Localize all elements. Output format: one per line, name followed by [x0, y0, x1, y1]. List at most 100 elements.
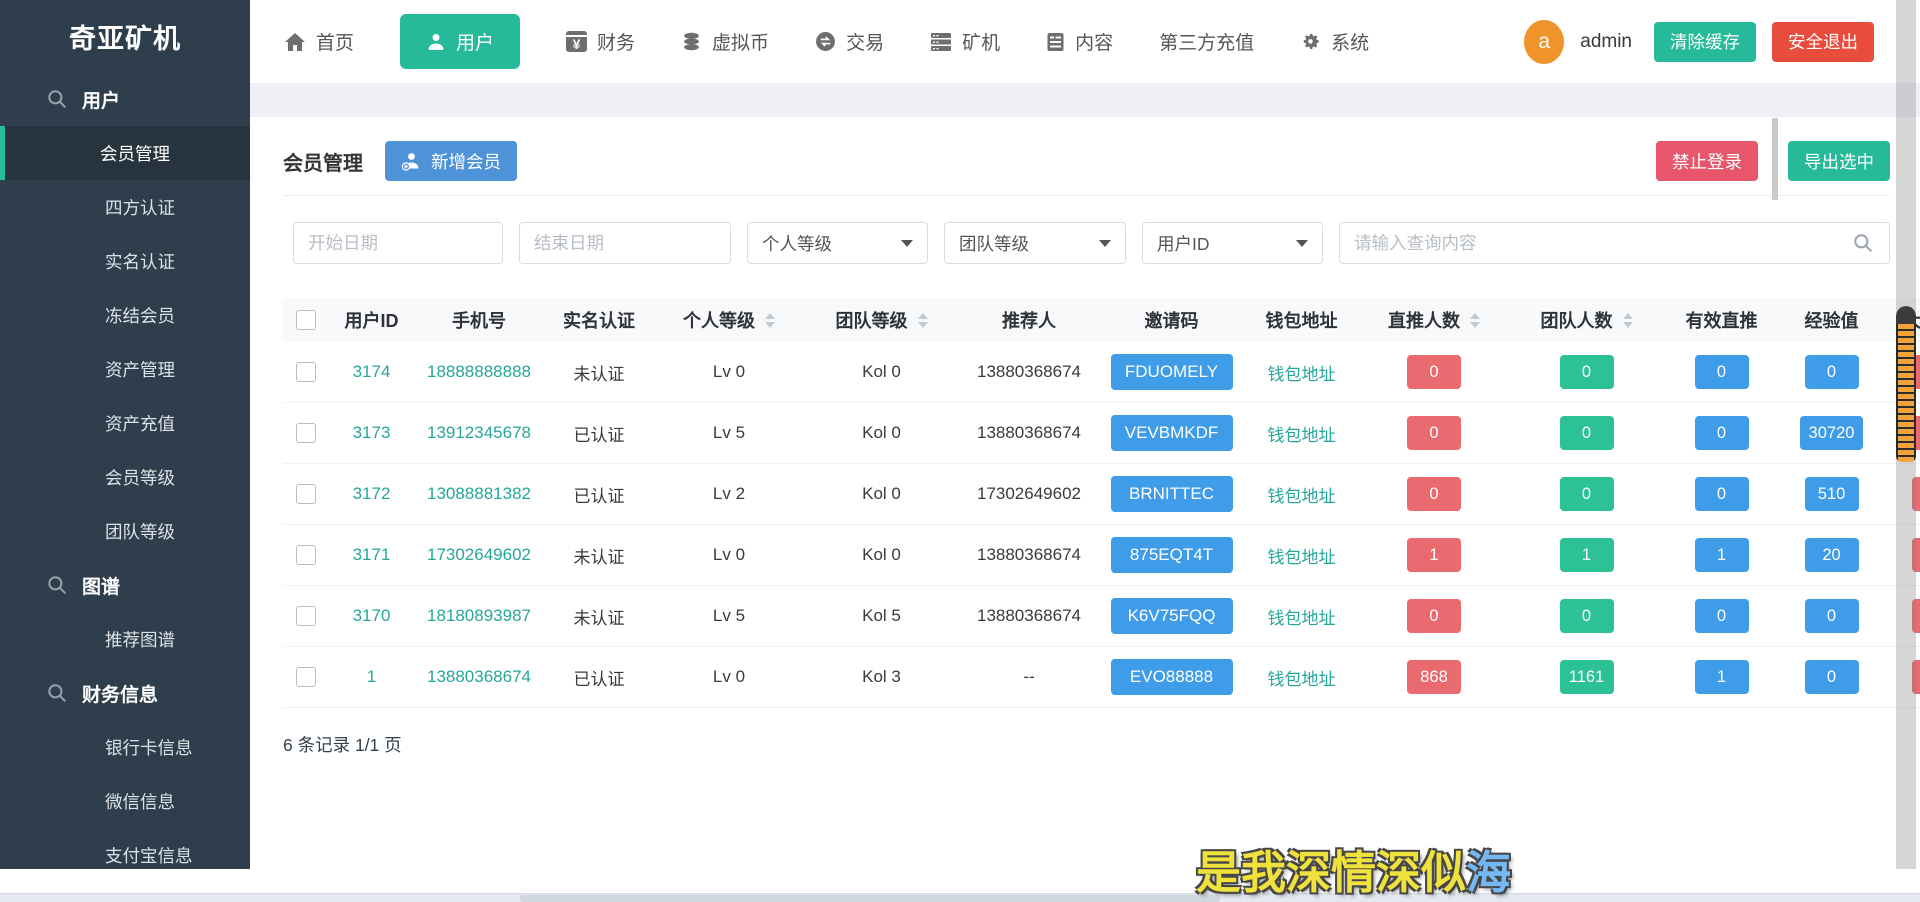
tab-users[interactable]: 用户	[400, 14, 521, 69]
row-checkbox[interactable]	[296, 484, 316, 504]
invite-code-badge[interactable]: 875EQT4T	[1110, 537, 1233, 573]
horizontal-scrollbar-thumb[interactable]	[520, 895, 1220, 902]
row-checkbox[interactable]	[296, 606, 316, 626]
vertical-scrollbar-thumb[interactable]	[1896, 306, 1916, 462]
clear-cache-button[interactable]: 清除缓存	[1654, 21, 1756, 62]
wallet-address-link[interactable]: 钱包地址	[1267, 364, 1336, 384]
document-icon	[1046, 32, 1065, 52]
table-row: 3174 18888888888 未认证 Lv 0 Kol 0 13880368…	[283, 342, 1920, 403]
tab-miners[interactable]: 矿机	[930, 28, 1000, 55]
tab-finance[interactable]: ¥ 财务	[566, 28, 635, 55]
col-direct-count[interactable]: 直推人数	[1359, 307, 1509, 333]
sidebar-item-member-level[interactable]: 会员等级	[105, 467, 175, 488]
sidebar-item-asset-management[interactable]: 资产管理	[105, 359, 175, 380]
user-id-link[interactable]: 3170	[352, 606, 391, 625]
logout-button[interactable]: 安全退出	[1772, 21, 1874, 62]
chevron-down-icon	[901, 239, 913, 247]
video-subtitle: 是我深情深似海	[1196, 847, 1512, 898]
sidebar-item-asset-recharge[interactable]: 资产充值	[105, 413, 175, 434]
invite-code-badge[interactable]: EVO88888	[1110, 659, 1233, 695]
user-id-link[interactable]: 3171	[352, 545, 391, 564]
sidebar-item-alipay-info[interactable]: 支付宝信息	[105, 845, 193, 866]
row-checkbox[interactable]	[296, 545, 316, 565]
sidebar-item-member-management[interactable]: 会员管理	[0, 126, 250, 180]
sidebar-section-finance-info[interactable]: 财务信息	[0, 666, 250, 720]
sort-icon[interactable]	[1470, 312, 1480, 328]
wallet-address-link[interactable]: 钱包地址	[1267, 547, 1336, 567]
select-all-checkbox[interactable]	[296, 310, 316, 330]
user-id-link[interactable]: 3172	[352, 484, 391, 503]
phone-link[interactable]: 18180893987	[426, 606, 531, 625]
user-id-select[interactable]: 用户ID	[1142, 222, 1323, 264]
team-level: Kol 3	[862, 667, 901, 686]
phone-link[interactable]: 13912345678	[426, 423, 531, 442]
invite-code-badge[interactable]: BRNITTEC	[1110, 476, 1233, 512]
col-valid-direct: 有效直推	[1685, 311, 1758, 331]
sidebar-item-sifang-auth[interactable]: 四方认证	[105, 197, 175, 218]
phone-link[interactable]: 13880368674	[426, 667, 531, 686]
user-id-link[interactable]: 1	[366, 667, 377, 686]
phone-link[interactable]: 17302649602	[426, 545, 531, 564]
direct-count-badge: 0	[1407, 477, 1461, 511]
invite-code-badge[interactable]: K6V75FQQ	[1110, 598, 1233, 634]
records-summary: 6 条记录 1/1 页	[283, 734, 402, 755]
wallet-address-link[interactable]: 钱包地址	[1267, 425, 1336, 445]
sidebar-item-referral-graph[interactable]: 推荐图谱	[105, 629, 175, 650]
sidebar-item-realname-auth[interactable]: 实名认证	[105, 251, 175, 272]
end-date-input[interactable]	[519, 222, 731, 264]
god-miner-badge: 0	[1912, 477, 1920, 511]
phone-link[interactable]: 13088881382	[426, 484, 531, 503]
sidebar-item-wechat-info[interactable]: 微信信息	[105, 791, 175, 812]
tab-crypto[interactable]: 虚拟币	[681, 28, 769, 55]
export-selected-button[interactable]: 导出选中	[1788, 141, 1890, 181]
sidebar-section-graph[interactable]: 图谱	[0, 558, 250, 612]
wallet-address-link[interactable]: 钱包地址	[1267, 486, 1336, 506]
tab-home[interactable]: 首页	[284, 28, 354, 55]
tab-trade[interactable]: 交易	[815, 28, 884, 55]
col-team-level[interactable]: 团队等级	[804, 307, 959, 333]
horizontal-scrollbar[interactable]	[0, 893, 1920, 902]
col-personal-level[interactable]: 个人等级	[654, 307, 804, 333]
tab-system[interactable]: 系统	[1300, 28, 1369, 55]
tab-content[interactable]: 内容	[1046, 28, 1113, 55]
chevron-down-icon	[1296, 239, 1308, 247]
user-id-link[interactable]: 3173	[352, 423, 391, 442]
sort-icon[interactable]	[917, 312, 928, 328]
divider	[283, 195, 1890, 196]
col-referrer: 推荐人	[1002, 311, 1056, 331]
row-checkbox[interactable]	[296, 362, 316, 382]
team-count-badge: 0	[1559, 416, 1614, 450]
sidebar: 奇亚矿机 用户 会员管理 四方认证 实名认证 冻结会员 资产管理 资产充值 会员…	[0, 0, 250, 869]
search-icon[interactable]	[1852, 232, 1874, 254]
personal-level-select[interactable]: 个人等级	[747, 222, 928, 264]
row-checkbox[interactable]	[296, 423, 316, 443]
brand-logo: 奇亚矿机	[69, 23, 181, 54]
col-user-id: 用户ID	[344, 311, 399, 331]
col-team-count[interactable]: 团队人数	[1509, 307, 1664, 333]
wallet-address-link[interactable]: 钱包地址	[1267, 669, 1336, 689]
sort-icon[interactable]	[1622, 312, 1633, 328]
valid-direct-badge: 0	[1694, 477, 1749, 511]
sidebar-section-users[interactable]: 用户	[0, 72, 250, 126]
invite-code-badge[interactable]: FDUOMELY	[1110, 354, 1233, 390]
god-miner-badge: 0	[1912, 416, 1920, 450]
sidebar-item-team-level[interactable]: 团队等级	[105, 521, 175, 542]
search-input[interactable]	[1339, 222, 1890, 264]
main-area: 首页 用户 ¥ 财务 虚拟币 交易 矿机	[250, 0, 1920, 869]
start-date-input[interactable]	[293, 222, 503, 264]
sort-icon[interactable]	[765, 312, 775, 328]
sidebar-item-bank-card-info[interactable]: 银行卡信息	[105, 737, 193, 758]
avatar[interactable]: a	[1524, 19, 1565, 64]
ban-login-button[interactable]: 禁止登录	[1656, 141, 1758, 181]
wallet-address-link[interactable]: 钱包地址	[1267, 608, 1336, 628]
row-checkbox[interactable]	[296, 667, 316, 687]
sidebar-item-frozen-members[interactable]: 冻结会员	[105, 305, 175, 326]
personal-level: Lv 5	[712, 606, 746, 625]
team-level-select[interactable]: 团队等级	[944, 222, 1126, 264]
user-id-link[interactable]: 3174	[352, 362, 391, 381]
phone-link[interactable]: 18888888888	[426, 362, 531, 381]
tab-third-party-recharge[interactable]: 第三方充值	[1159, 33, 1255, 54]
add-member-button[interactable]: 新增会员	[385, 141, 517, 181]
table-row: 3171 17302649602 未认证 Lv 0 Kol 0 13880368…	[283, 525, 1920, 586]
invite-code-badge[interactable]: VEVBMKDF	[1110, 415, 1233, 451]
